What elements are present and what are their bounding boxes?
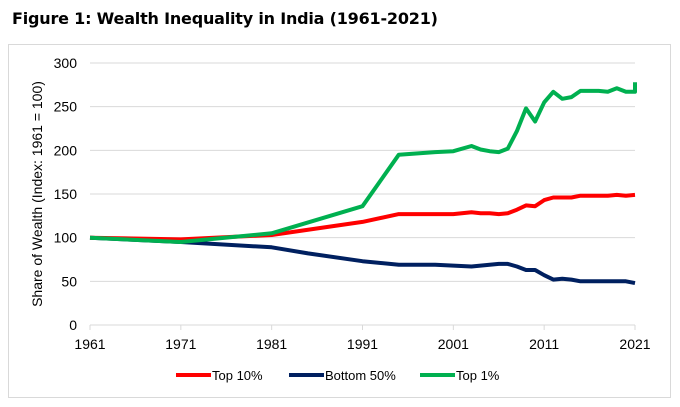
y-tick-label: 0 xyxy=(69,317,77,333)
y-axis-label: Share of Wealth (Index: 1961 = 100) xyxy=(29,81,45,307)
y-tick-label: 50 xyxy=(61,273,77,289)
y-tick-label: 200 xyxy=(54,142,78,158)
chart-frame xyxy=(8,44,671,398)
x-tick-label: 2001 xyxy=(438,336,469,352)
series-lines xyxy=(89,82,637,286)
legend-label: Top 10% xyxy=(212,368,263,383)
series-line-top-10 xyxy=(89,192,636,242)
x-tick-label: 1991 xyxy=(347,336,378,352)
x-tick-label: 2021 xyxy=(619,336,650,352)
y-tick-label: 300 xyxy=(54,55,78,71)
gridlines xyxy=(90,62,635,326)
x-tick-label: 1981 xyxy=(256,336,287,352)
legend-item: Bottom 50% xyxy=(289,368,396,383)
legend-item: Top 1% xyxy=(420,368,500,383)
y-tick-label: 100 xyxy=(54,230,78,246)
x-tick-label: 1971 xyxy=(165,336,196,352)
y-tick-label: 150 xyxy=(54,186,78,202)
x-axis: 1961 1971 1981 1991 2001 2011 2021 xyxy=(74,325,651,352)
x-tick-label: 2011 xyxy=(529,336,559,352)
y-tick-label: 250 xyxy=(54,99,78,115)
legend-label: Bottom 50% xyxy=(325,368,396,383)
series-line-bottom-50 xyxy=(89,235,636,286)
x-tick-label: 1961 xyxy=(74,336,105,352)
legend: Top 10% Bottom 50% Top 1% xyxy=(176,368,500,383)
y-axis: 0 50 100 150 200 250 300 xyxy=(54,55,78,333)
legend-label: Top 1% xyxy=(456,368,500,383)
legend-item: Top 10% xyxy=(176,368,263,383)
figure-title: Figure 1: Wealth Inequality in India (19… xyxy=(12,9,438,28)
series-line-top-1 xyxy=(89,82,637,244)
